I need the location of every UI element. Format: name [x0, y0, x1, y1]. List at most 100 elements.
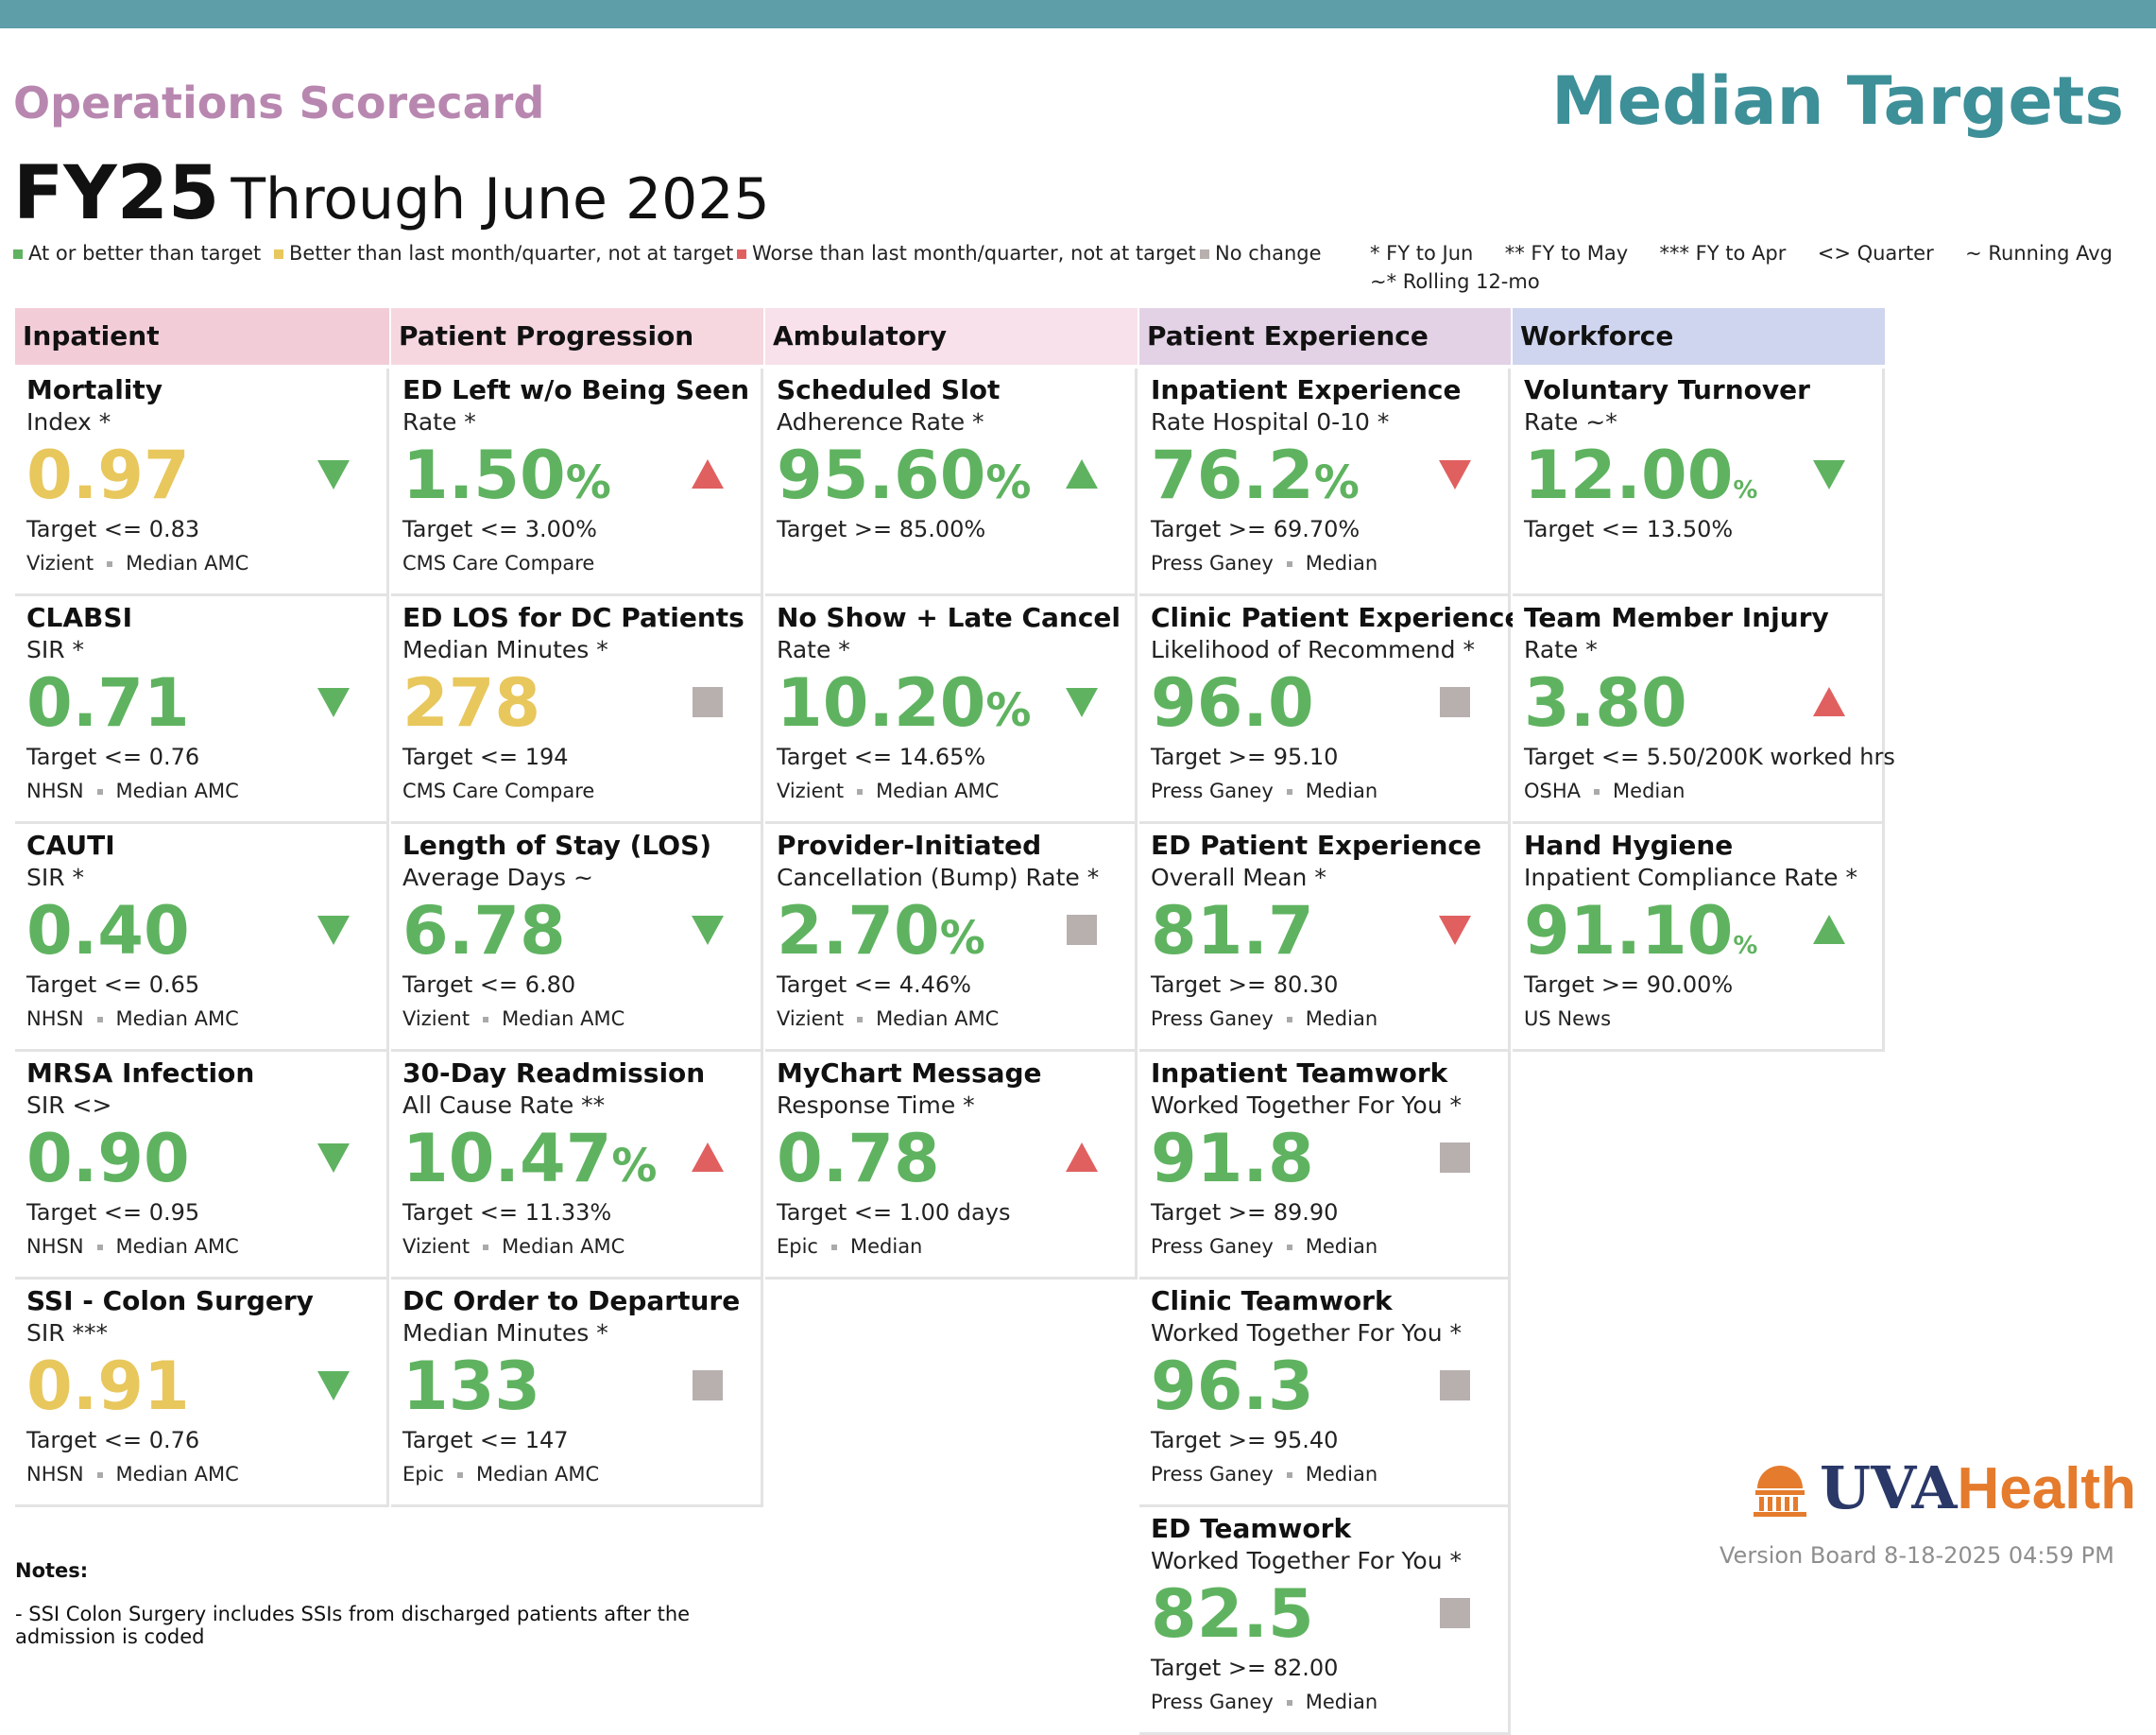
scorecard-title: Operations Scorecard — [13, 77, 545, 129]
legend-item-better: Better than last month/quarter, not at t… — [274, 242, 733, 265]
legend-item-worse: Worse than last month/quarter, not at ta… — [737, 242, 1196, 265]
metric-subtitle: All Cause Rate ** — [402, 1091, 606, 1119]
metric-source-name: Vizient — [402, 1235, 471, 1258]
metric-title: Clinic Teamwork — [1151, 1285, 1393, 1316]
metric-subtitle: Median Minutes * — [402, 636, 608, 663]
metric-source-name: Press Ganey — [1151, 780, 1274, 802]
metric-benchmark: Median AMC — [876, 780, 1000, 802]
metric-target: Target <= 3.00% — [402, 516, 597, 542]
metric-subtitle: SIR * — [26, 864, 85, 891]
metric-subtitle: Rate * — [402, 408, 476, 436]
metric-card: Team Member Injury Rate * 3.80 Target <= 5.… — [1513, 596, 1895, 824]
metric-target: Target <= 147 — [402, 1427, 569, 1453]
metric-unit: % — [985, 456, 1032, 509]
metric-value-number: 133 — [402, 1348, 541, 1425]
metric-source: CMS Care Compare — [402, 552, 594, 575]
metric-subtitle: Rate Hospital 0-10 * — [1151, 408, 1390, 436]
metric-subtitle: Adherence Rate * — [777, 408, 984, 436]
metric-benchmark: Median AMC — [115, 1463, 239, 1486]
metric-card: SSI - Colon Surgery SIR *** 0.91 Target <= … — [15, 1280, 389, 1507]
metric-value-number: 278 — [402, 664, 541, 742]
metric-unit: % — [565, 456, 611, 509]
metric-value-number: 96.0 — [1151, 664, 1314, 742]
metric-target: Target <= 0.76 — [26, 744, 200, 770]
metric-subtitle: Inpatient Compliance Rate * — [1524, 864, 1858, 891]
metric-source-name: US News — [1524, 1007, 1612, 1030]
metric-subtitle: Likelihood of Recommend * — [1151, 636, 1475, 663]
bullet-separator-icon — [1594, 789, 1600, 795]
metric-benchmark: Median AMC — [115, 1235, 239, 1258]
bullet-separator-icon — [456, 1472, 463, 1478]
bullet-separator-icon — [1286, 1245, 1292, 1250]
metric-title: Inpatient Experience — [1151, 374, 1462, 405]
metric-card: Inpatient Teamwork Worked Together For Yo… — [1139, 1052, 1511, 1280]
bullet-separator-icon — [1286, 1017, 1292, 1022]
metric-source: NHSN Median AMC — [26, 1235, 239, 1258]
metric-source-name: NHSN — [26, 1463, 84, 1486]
metric-source-name: Vizient — [402, 1007, 471, 1030]
bullet-separator-icon — [96, 789, 103, 795]
metric-value: 1.50% — [402, 435, 611, 524]
metric-benchmark: Median — [1305, 1235, 1378, 1258]
bullet-separator-icon — [1286, 789, 1292, 795]
metric-value-number: 10.20 — [777, 664, 986, 742]
down-arrow-green-icon — [317, 1371, 350, 1400]
metric-value-number: 81.7 — [1151, 892, 1314, 970]
metric-source-name: Press Ganey — [1151, 1463, 1274, 1486]
metric-card: Voluntary Turnover Rate ~* 12.00% Target <=… — [1513, 369, 1885, 596]
top-accent-bar — [0, 0, 2156, 28]
no-change-square-icon — [1440, 1370, 1470, 1400]
metric-benchmark: Median AMC — [876, 1007, 1000, 1030]
metric-benchmark: Median AMC — [475, 1463, 600, 1486]
green-square-icon — [13, 249, 23, 259]
metric-value: 91.8 — [1151, 1118, 1314, 1199]
red-square-icon — [737, 249, 746, 259]
metric-source-name: Press Ganey — [1151, 552, 1274, 575]
category-header-workforce: Workforce — [1513, 308, 1885, 365]
down-arrow-green-icon — [317, 916, 350, 945]
metric-value: 0.71 — [26, 662, 190, 744]
gray-square-icon — [1200, 249, 1209, 259]
metric-source: NHSN Median AMC — [26, 1007, 239, 1030]
metric-target: Target <= 13.50% — [1524, 516, 1734, 542]
metric-title: CLABSI — [26, 602, 132, 633]
metric-subtitle: Response Time * — [777, 1091, 975, 1119]
metric-title: ED Left w/o Being Seen — [402, 374, 750, 405]
metric-source: Press Ganey Median — [1151, 552, 1377, 575]
median-targets-title: Median Targets — [1551, 62, 2124, 140]
notes-heading: Notes: — [15, 1559, 89, 1582]
metric-source-name: Vizient — [777, 1007, 845, 1030]
metric-subtitle: SIR *** — [26, 1319, 109, 1347]
metric-benchmark: Median — [1305, 1463, 1378, 1486]
notes-section: Notes: - SSI Colon Surgery includes SSIs… — [15, 1559, 690, 1648]
metric-source: NHSN Median AMC — [26, 780, 239, 802]
metric-source-name: Press Ganey — [1151, 1235, 1274, 1258]
metric-title: Voluntary Turnover — [1524, 374, 1810, 405]
metric-card: Scheduled Slot Adherence Rate * 95.60% Targ… — [765, 369, 1138, 596]
metric-title: Mortality — [26, 374, 163, 405]
down-arrow-green-icon — [317, 460, 350, 490]
metric-unit: % — [1313, 456, 1360, 509]
metric-target: Target >= 89.90 — [1151, 1199, 1339, 1226]
metric-target: Target >= 95.40 — [1151, 1427, 1339, 1453]
metric-source: Press Ganey Median — [1151, 1235, 1377, 1258]
metric-source-name: NHSN — [26, 780, 84, 802]
metric-card: Clinic Patient Experience Likelihood of R… — [1139, 596, 1522, 824]
metric-source: US News — [1524, 1007, 1611, 1030]
metric-subtitle: Rate ~* — [1524, 408, 1617, 436]
metric-target: Target <= 6.80 — [402, 971, 576, 998]
down-arrow-green-icon — [317, 688, 350, 717]
category-header-ambulatory: Ambulatory — [765, 308, 1138, 365]
bullet-separator-icon — [1286, 1700, 1292, 1706]
metric-value: 278 — [402, 662, 540, 744]
up-arrow-red-icon — [1813, 687, 1845, 716]
metric-value: 6.78 — [402, 890, 566, 971]
bullet-separator-icon — [1286, 1472, 1292, 1478]
metric-subtitle: Average Days ~ — [402, 864, 593, 891]
metric-source: Vizient Median AMC — [777, 1007, 999, 1030]
metric-subtitle: Worked Together For You * — [1151, 1319, 1462, 1347]
metric-benchmark: Median — [1305, 552, 1378, 575]
rotunda-icon — [1754, 1466, 1806, 1517]
down-arrow-green-icon — [317, 1143, 350, 1173]
bullet-separator-icon — [857, 789, 864, 795]
